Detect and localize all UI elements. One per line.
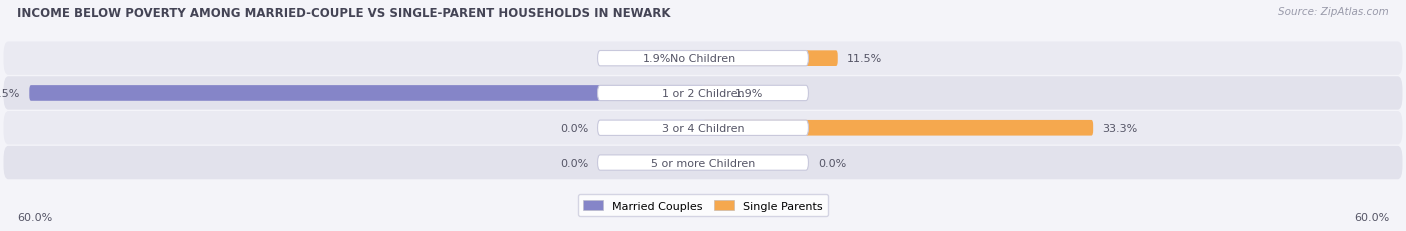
Text: 0.0%: 0.0% xyxy=(560,123,588,133)
Text: 60.0%: 60.0% xyxy=(1354,212,1389,222)
FancyBboxPatch shape xyxy=(598,155,808,170)
Text: Source: ZipAtlas.com: Source: ZipAtlas.com xyxy=(1278,7,1389,17)
FancyBboxPatch shape xyxy=(598,121,808,136)
Text: 3 or 4 Children: 3 or 4 Children xyxy=(662,123,744,133)
FancyBboxPatch shape xyxy=(30,86,703,101)
FancyBboxPatch shape xyxy=(598,86,808,101)
Text: 60.0%: 60.0% xyxy=(17,212,52,222)
Legend: Married Couples, Single Parents: Married Couples, Single Parents xyxy=(578,195,828,216)
FancyBboxPatch shape xyxy=(703,51,838,67)
Text: No Children: No Children xyxy=(671,54,735,64)
FancyBboxPatch shape xyxy=(3,146,1403,179)
FancyBboxPatch shape xyxy=(703,86,725,101)
Text: 11.5%: 11.5% xyxy=(846,54,883,64)
FancyBboxPatch shape xyxy=(681,51,703,67)
FancyBboxPatch shape xyxy=(598,51,808,67)
FancyBboxPatch shape xyxy=(703,120,1094,136)
Text: 1.9%: 1.9% xyxy=(643,54,672,64)
Text: 0.0%: 0.0% xyxy=(818,158,846,168)
Text: 33.3%: 33.3% xyxy=(1102,123,1137,133)
FancyBboxPatch shape xyxy=(3,112,1403,145)
Text: 1 or 2 Children: 1 or 2 Children xyxy=(662,88,744,99)
Text: 1.9%: 1.9% xyxy=(734,88,763,99)
FancyBboxPatch shape xyxy=(3,42,1403,76)
Text: 57.5%: 57.5% xyxy=(0,88,20,99)
Text: 0.0%: 0.0% xyxy=(560,158,588,168)
FancyBboxPatch shape xyxy=(3,77,1403,110)
Text: 5 or more Children: 5 or more Children xyxy=(651,158,755,168)
Text: INCOME BELOW POVERTY AMONG MARRIED-COUPLE VS SINGLE-PARENT HOUSEHOLDS IN NEWARK: INCOME BELOW POVERTY AMONG MARRIED-COUPL… xyxy=(17,7,671,20)
